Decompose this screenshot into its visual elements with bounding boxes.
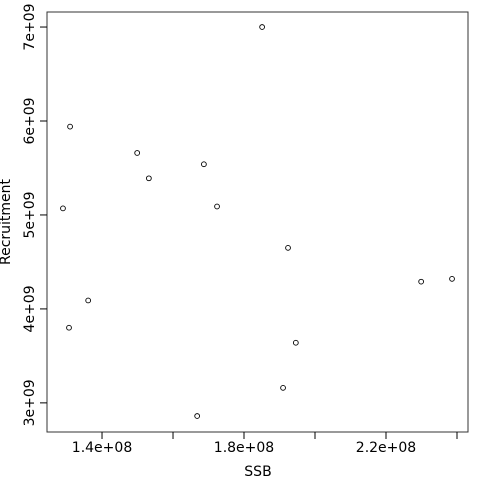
x-tick-label: 1.4e+08 — [72, 440, 132, 456]
x-tick-label: 1.8e+08 — [214, 440, 274, 456]
point — [259, 24, 265, 30]
x-axis-title: SSB — [244, 464, 271, 480]
y-axis-title: Recruitment — [0, 178, 14, 265]
point — [449, 275, 455, 282]
y-tick-label: 3e+09 — [22, 379, 38, 426]
point — [214, 203, 220, 210]
plot-frame — [46, 11, 469, 433]
point — [66, 324, 72, 331]
y-tick-label: 7e+09 — [22, 3, 38, 50]
point — [146, 175, 152, 182]
y-tick-label: 5e+09 — [22, 191, 38, 238]
point — [285, 244, 291, 251]
point — [67, 123, 73, 130]
x-tick-label: 2.2e+08 — [356, 440, 416, 456]
point — [201, 161, 207, 168]
point — [60, 205, 66, 212]
point — [194, 413, 201, 419]
point — [85, 297, 92, 304]
y-tick-label: 6e+09 — [22, 97, 38, 144]
y-tick-label: 4e+09 — [22, 285, 38, 332]
point — [280, 384, 286, 391]
point — [134, 150, 141, 156]
point — [418, 278, 424, 285]
point — [292, 339, 299, 346]
